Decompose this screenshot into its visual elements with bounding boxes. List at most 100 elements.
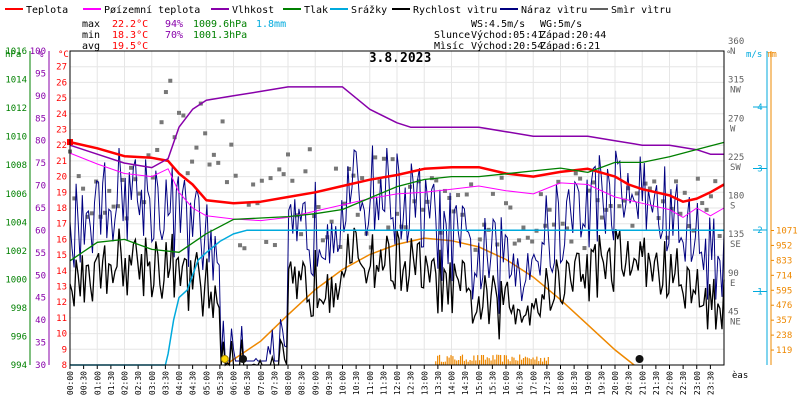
time-tick-label: 01:00 bbox=[93, 371, 102, 395]
time-tick-label: 04:00 bbox=[175, 371, 184, 395]
dir-tick-compass: NE bbox=[730, 317, 741, 327]
wind-direction-point bbox=[403, 225, 408, 230]
info-mesic: Mìsíc bbox=[434, 40, 464, 52]
solar-bar bbox=[471, 360, 473, 365]
wind-direction-point bbox=[634, 191, 639, 196]
solar-bar bbox=[507, 359, 509, 365]
wind-direction-point bbox=[464, 192, 469, 197]
wind-direction-point bbox=[338, 244, 343, 249]
hpa-tick-label: 996 bbox=[11, 332, 27, 342]
ms-tick-label: 3 bbox=[757, 165, 762, 175]
pct-tick-label: 60 bbox=[35, 226, 46, 236]
time-tick-label: 20:30 bbox=[625, 371, 634, 395]
wind-direction-point bbox=[508, 205, 513, 210]
pct-tick-label: 40 bbox=[35, 316, 46, 326]
wind-direction-point bbox=[303, 169, 308, 174]
wind-direction-point bbox=[242, 246, 247, 251]
mm-tick-label: 595 bbox=[776, 286, 792, 296]
time-tick-label: 13:30 bbox=[434, 371, 443, 395]
solar-bar bbox=[442, 361, 444, 365]
time-tick-label: 06:00 bbox=[230, 371, 239, 395]
stat-min-label: min bbox=[82, 30, 100, 41]
wind-direction-point bbox=[268, 176, 273, 181]
hpa-tick-label: 1002 bbox=[5, 247, 27, 257]
solar-bar bbox=[543, 357, 546, 365]
solar-bar bbox=[459, 356, 462, 365]
time-tick-label: 10:00 bbox=[339, 371, 348, 395]
legend-label-teplota: Teplota bbox=[26, 5, 68, 16]
wind-direction-point bbox=[133, 177, 138, 182]
wind-direction-point bbox=[137, 191, 142, 196]
legend-label-rychlost-vetru: Rychlost vìtru bbox=[413, 4, 497, 16]
solar-bar bbox=[524, 356, 527, 365]
solar-bar bbox=[540, 358, 542, 365]
wind-direction-point bbox=[98, 214, 103, 219]
wind-direction-point bbox=[277, 167, 282, 172]
wind-direction-point bbox=[521, 225, 526, 230]
solar-bar bbox=[473, 355, 475, 365]
solar-bar bbox=[498, 354, 500, 365]
wind-direction-point bbox=[307, 147, 312, 152]
solar-bar bbox=[520, 359, 523, 365]
pct-tick-label: 85 bbox=[35, 114, 46, 124]
time-tick-label: 21:00 bbox=[638, 371, 647, 395]
time-tick-label: 08:30 bbox=[298, 371, 307, 395]
wind-direction-point bbox=[207, 162, 212, 167]
wind-direction-point bbox=[360, 176, 365, 181]
unit-hpa: hPa bbox=[5, 50, 21, 60]
wind-direction-point bbox=[172, 135, 177, 140]
pct-tick-label: 45 bbox=[35, 294, 46, 304]
mm-tick-label: 357 bbox=[776, 316, 792, 326]
solar-bar bbox=[479, 360, 481, 365]
time-tick-label: 16:30 bbox=[516, 371, 525, 395]
solar-bar bbox=[435, 361, 437, 365]
c-tick-label: 13 bbox=[56, 283, 67, 293]
solar-bar bbox=[492, 355, 494, 365]
dir-tick-compass: S bbox=[730, 202, 735, 212]
wind-direction-point bbox=[652, 179, 657, 184]
wind-direction-point bbox=[320, 238, 325, 243]
solar-bar bbox=[469, 360, 471, 365]
wind-direction-point bbox=[333, 166, 338, 171]
wind-direction-point bbox=[163, 90, 168, 95]
time-tick-label: 04:30 bbox=[189, 371, 198, 395]
time-tick-label: 14:30 bbox=[461, 371, 470, 395]
pct-tick-label: 100 bbox=[30, 47, 46, 57]
wind-direction-point bbox=[660, 199, 665, 204]
dir-tick-compass: SW bbox=[730, 163, 741, 173]
wind-direction-point bbox=[185, 171, 190, 176]
time-tick-label: 01:30 bbox=[107, 371, 116, 395]
c-tick-label: 10 bbox=[56, 330, 67, 340]
stat-avg-temp: 19.5°C bbox=[112, 41, 148, 52]
time-tick-label: 03:30 bbox=[161, 371, 170, 395]
stat-max-temp: 22.2°C bbox=[112, 19, 148, 30]
chart-title: 3.8.2023 bbox=[369, 51, 432, 66]
dir-tick-compass: W bbox=[730, 124, 736, 134]
wind-direction-point bbox=[682, 190, 687, 195]
solar-bar bbox=[511, 356, 513, 365]
solar-bar bbox=[461, 354, 464, 365]
info-ws: WS:4.5m/s bbox=[471, 19, 525, 30]
series-teplota bbox=[69, 140, 725, 205]
wind-direction-point bbox=[547, 207, 552, 212]
solar-bar bbox=[444, 361, 446, 365]
solar-bar bbox=[482, 354, 485, 365]
stats-block: max 22.2°C 94% 1009.6hPa 1.8mm min 18.3°… bbox=[82, 19, 286, 52]
dir-tick-label: 225 bbox=[728, 153, 744, 163]
mm-tick-label: 1071 bbox=[776, 226, 798, 236]
time-tick-label: 07:30 bbox=[270, 371, 279, 395]
wind-direction-point bbox=[115, 204, 120, 209]
solar-bar bbox=[545, 360, 547, 365]
solar-bar bbox=[488, 358, 490, 365]
hpa-tick-label: 1014 bbox=[5, 76, 27, 86]
wind-direction-point bbox=[517, 238, 522, 243]
solar-bar bbox=[456, 360, 458, 365]
x-axis: 00:00 00:30 01:00 01:30 02:00 02:30 03:00 03:30… bbox=[66, 365, 715, 395]
wind-direction-point bbox=[85, 214, 90, 219]
stat-max-press: 1009.6hPa bbox=[193, 19, 247, 30]
time-tick-label: 02:30 bbox=[134, 371, 143, 395]
series-wind-gust bbox=[69, 145, 725, 362]
solar-bar bbox=[530, 359, 532, 365]
hpa-tick-label: 1006 bbox=[5, 190, 27, 200]
wind-direction-point bbox=[120, 177, 125, 182]
